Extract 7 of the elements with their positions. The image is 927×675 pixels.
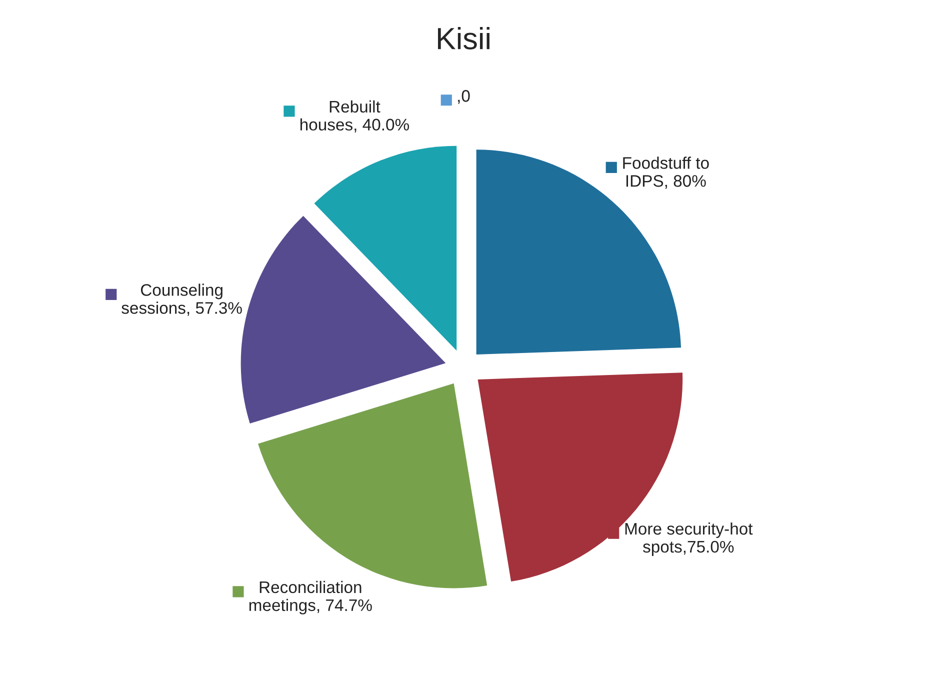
legend-label: Rebuilt houses, 40.0% (300, 100, 409, 133)
text: ,0 (458, 90, 470, 104)
legend-label: Counseling sessions, 57.3% (122, 284, 242, 316)
legend-label: Foodstuff to IDPS, 80% (623, 156, 709, 189)
legend-label: Reconciliation meetings, 74.7% (249, 580, 372, 614)
chart-title: Kisii (438, 27, 490, 50)
legend-label: More security-hot spots,75.0% (625, 522, 753, 556)
